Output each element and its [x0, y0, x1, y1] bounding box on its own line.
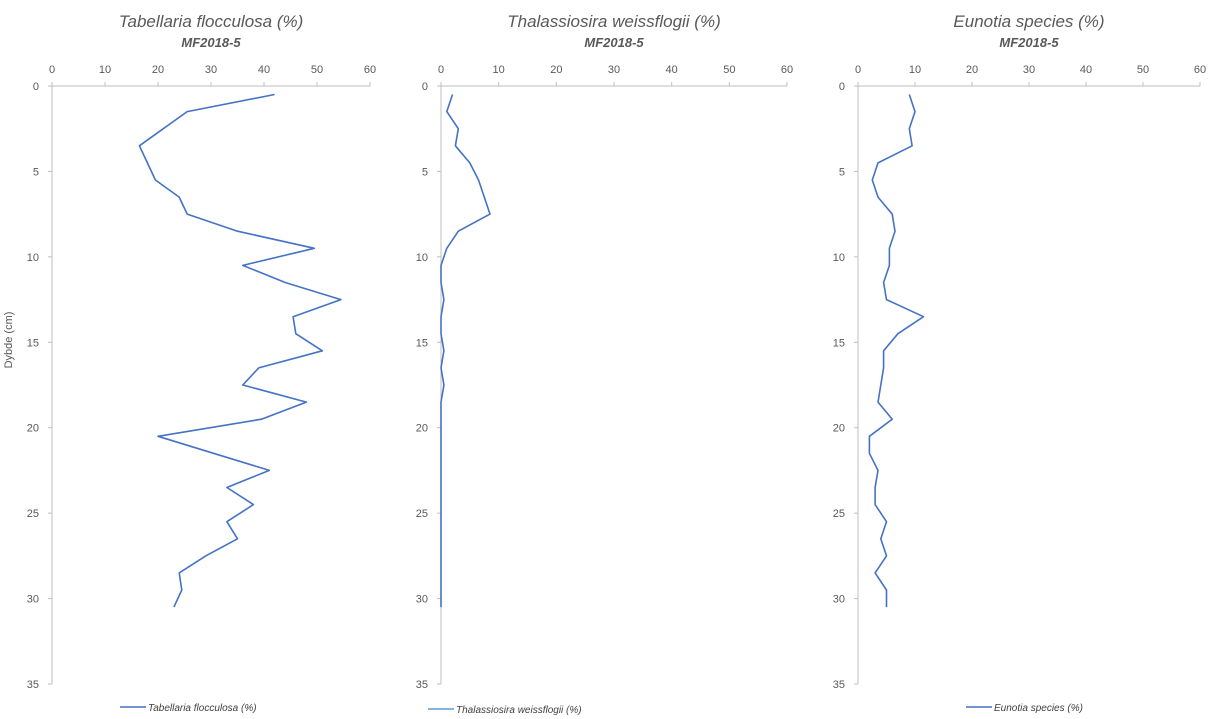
- y-tick-label: 0: [33, 81, 39, 93]
- y-tick-label: 10: [416, 252, 428, 264]
- x-tick-label: 40: [258, 64, 270, 76]
- chart-subtitle: MF2018-5: [181, 35, 241, 50]
- y-tick-label: 30: [833, 594, 845, 606]
- y-tick-label: 5: [839, 166, 845, 178]
- x-tick-label: 40: [1080, 64, 1092, 76]
- y-tick-label: 15: [416, 337, 428, 349]
- chart-title: Eunotia species (%): [953, 12, 1104, 31]
- chart-panel-2: Thalassiosira weissflogii (%) MF2018-5 0 10…: [416, 12, 793, 716]
- series-line: [138, 93, 342, 608]
- chart-title: Thalassiosira weissflogii (%): [507, 12, 721, 31]
- chart-panel-3: Eunotia species (%)MF2018-50 10 20 30 40 50 60…: [833, 12, 1206, 714]
- y-axis-label: Dybde (cm): [3, 312, 15, 369]
- series-line: [440, 94, 491, 608]
- x-tick-label: 30: [608, 64, 620, 76]
- y-tick-label: 20: [416, 423, 428, 435]
- y-tick-label: 35: [27, 679, 39, 691]
- y-tick-label: 10: [833, 252, 845, 264]
- y-tick-label: 5: [422, 166, 428, 178]
- y-tick-label: 0: [839, 81, 845, 93]
- series-line: [868, 94, 925, 608]
- y-tick-label: 15: [27, 337, 39, 349]
- y-tick-label: 35: [416, 679, 428, 691]
- y-tick-label: 10: [27, 252, 39, 264]
- y-tick-label: 5: [33, 166, 39, 178]
- y-tick-label: 20: [833, 423, 845, 435]
- x-tick-label: 0: [49, 64, 55, 76]
- x-tick-label: 60: [364, 64, 376, 76]
- x-tick-label: 20: [966, 64, 978, 76]
- x-tick-label: 60: [781, 64, 793, 76]
- y-tick-label: 20: [27, 423, 39, 435]
- legend-entry: Eunotia species (%): [994, 703, 1083, 714]
- x-tick-label: 30: [205, 64, 217, 76]
- y-tick-label: 35: [833, 679, 845, 691]
- chart-subtitle: MF2018-5: [999, 35, 1059, 50]
- chart-title: Tabellaria flocculosa (%): [119, 12, 304, 31]
- x-tick-label: 60: [1194, 64, 1206, 76]
- x-tick-label: 10: [493, 64, 505, 76]
- chart-panel-1: Tabellaria flocculosa (%) MF2018-5 0 10 20 30…: [3, 12, 376, 714]
- y-tick-label: 25: [833, 508, 845, 520]
- x-tick-label: 20: [550, 64, 562, 76]
- x-tick-label: 50: [311, 64, 323, 76]
- y-tick-label: 25: [27, 508, 39, 520]
- y-tick-label: 30: [416, 594, 428, 606]
- x-tick-label: 20: [152, 64, 164, 76]
- y-tick-label: 25: [416, 508, 428, 520]
- x-tick-label: 40: [666, 64, 678, 76]
- legend-entry: Tabellaria flocculosa (%): [148, 703, 257, 714]
- x-tick-label: 50: [723, 64, 735, 76]
- x-tick-label: 0: [855, 64, 861, 76]
- y-tick-label: 0: [422, 81, 428, 93]
- x-tick-label: 50: [1137, 64, 1149, 76]
- y-tick-label: 15: [833, 337, 845, 349]
- x-tick-label: 0: [438, 64, 444, 76]
- legend-entry: Thalassiosira weissflogii (%): [456, 705, 582, 716]
- chart-subtitle: MF2018-5: [584, 35, 644, 50]
- x-tick-label: 10: [909, 64, 921, 76]
- y-tick-label: 30: [27, 594, 39, 606]
- x-tick-label: 10: [99, 64, 111, 76]
- x-tick-label: 30: [1023, 64, 1035, 76]
